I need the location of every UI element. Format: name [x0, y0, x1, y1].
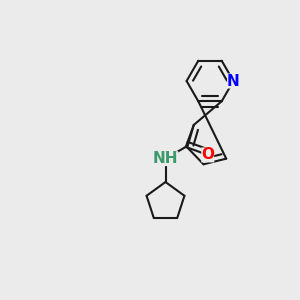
- Text: N: N: [227, 74, 240, 88]
- Text: NH: NH: [153, 151, 178, 166]
- Text: O: O: [201, 147, 214, 162]
